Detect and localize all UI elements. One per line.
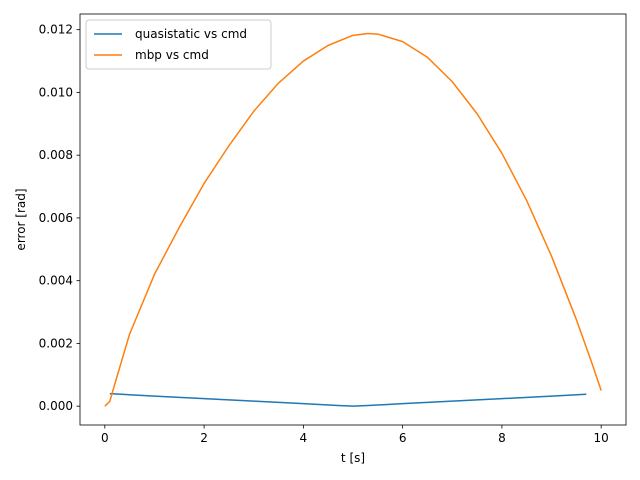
x-tick-label-4: 8 xyxy=(498,431,506,445)
legend-label-2: mbp vs cmd xyxy=(135,48,209,62)
y-tick-label-3: 0.006 xyxy=(39,211,73,225)
series-line-2 xyxy=(104,32,602,407)
series-layer xyxy=(104,32,602,407)
x-tick-label-1: 2 xyxy=(200,431,208,445)
x-tick-label-3: 6 xyxy=(399,431,407,445)
y-tick-label-6: 0.012 xyxy=(39,23,73,37)
legend-label-1: quasistatic vs cmd xyxy=(135,27,247,41)
plot-frame xyxy=(79,13,627,426)
y-tick-label-0: 0.000 xyxy=(39,399,73,413)
series-line-1 xyxy=(109,392,587,407)
x-tick-label-0: 0 xyxy=(101,431,109,445)
axes-layer: 0 2 4 6 8 10 0.000 0.002 0.004 0.006 0.008 0.010 0.0… xyxy=(39,13,627,445)
x-tick-label-2: 4 xyxy=(300,431,308,445)
x-axis-label: t [s] xyxy=(341,451,365,465)
legend-box xyxy=(85,19,272,70)
x-tick-label-5: 10 xyxy=(594,431,609,445)
y-axis-label: error [rad] xyxy=(14,188,28,250)
y-tick-label-1: 0.002 xyxy=(39,336,73,350)
y-tick-label-5: 0.010 xyxy=(39,85,73,99)
legend: quasistatic vs cmd mbp vs cmd xyxy=(85,19,272,70)
y-tick-label-4: 0.008 xyxy=(39,148,73,162)
y-tick-label-2: 0.004 xyxy=(39,274,73,288)
